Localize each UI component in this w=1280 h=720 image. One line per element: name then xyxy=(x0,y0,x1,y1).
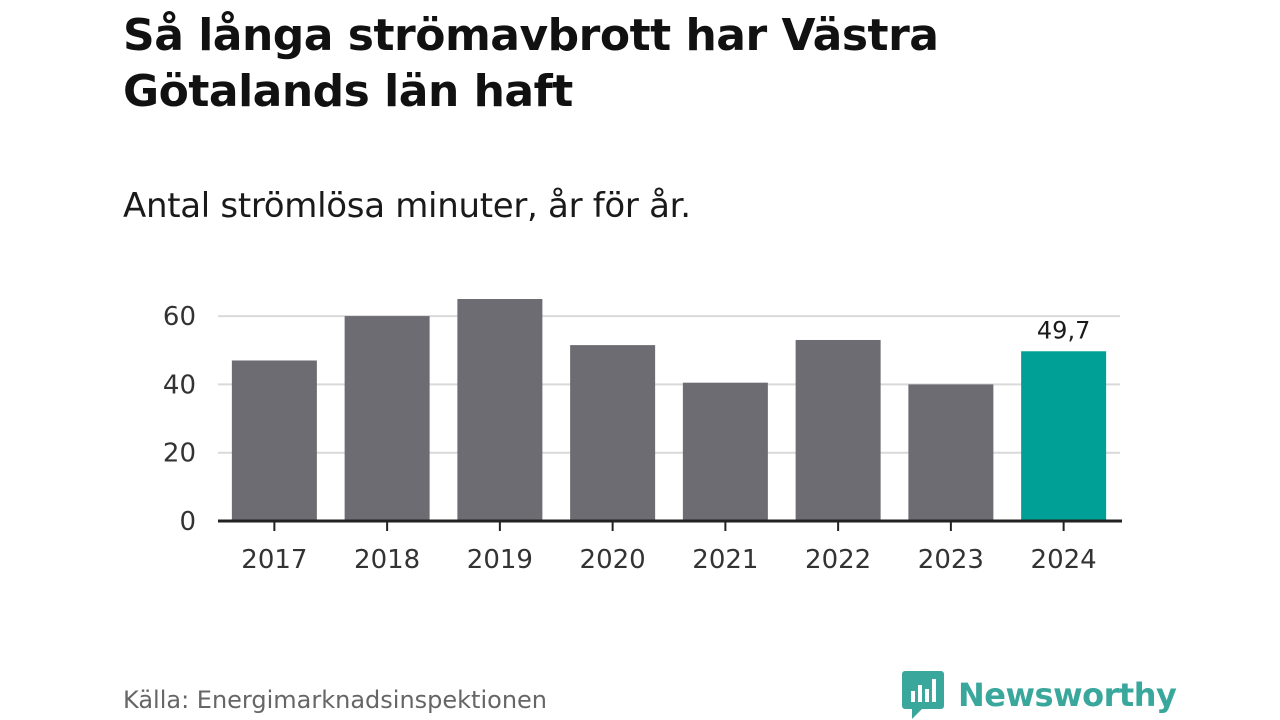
axes xyxy=(218,519,1122,531)
x-tick-label: 2021 xyxy=(692,545,758,575)
newsworthy-logo-text: Newsworthy xyxy=(958,676,1177,714)
bar-2023 xyxy=(908,384,994,521)
bar-chart: 0 20 40 60 2017 2018 2019 2020 2021 2022 2023 2024 4… xyxy=(163,299,1122,575)
chart-subtitle: Antal strömlösa minuter, år för år. xyxy=(123,186,691,226)
newsworthy-logo: Newsworthy xyxy=(902,671,1177,719)
y-tick-label: 20 xyxy=(163,439,196,469)
y-tick-label: 60 xyxy=(163,302,196,332)
newsworthy-logo-icon xyxy=(902,671,944,719)
source-note: Källa: Energimarknadsinspektionen xyxy=(123,686,548,714)
x-tick-label: 2023 xyxy=(918,545,984,575)
bar-2024 xyxy=(1021,351,1107,521)
x-tick-label: 2019 xyxy=(467,545,533,575)
bar-2017 xyxy=(231,360,317,521)
bar-2018 xyxy=(344,316,430,521)
x-tick-label: 2020 xyxy=(580,545,646,575)
bar-2021 xyxy=(682,382,768,521)
y-tick-label: 0 xyxy=(179,507,196,537)
labels: 0 20 40 60 2017 2018 2019 2020 2021 2022 2023 2024 4… xyxy=(163,302,1097,575)
bar-2020 xyxy=(570,345,656,521)
x-tick-label: 2017 xyxy=(241,545,307,575)
data-label-2024: 49,7 xyxy=(1037,316,1090,344)
y-tick-label: 40 xyxy=(163,370,196,400)
x-tick-label: 2018 xyxy=(354,545,420,575)
chart-title: Så långa strömavbrott har Västra Götalan… xyxy=(123,10,939,117)
x-tick-label: 2024 xyxy=(1031,545,1097,575)
bar-2022 xyxy=(795,339,881,521)
bar-2019 xyxy=(457,299,543,521)
x-tick-label: 2022 xyxy=(805,545,871,575)
bars xyxy=(231,299,1107,521)
